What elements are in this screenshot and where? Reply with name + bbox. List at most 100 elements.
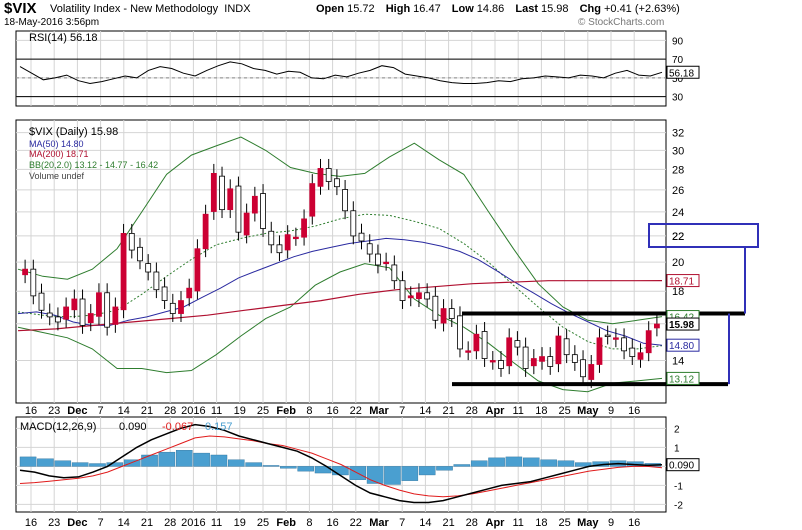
macd-histogram-bar (453, 464, 471, 467)
candle-body (563, 338, 570, 356)
candle-body (161, 286, 168, 301)
candle-body (137, 246, 143, 262)
candle-body (268, 230, 275, 246)
x-tick-label-macd: 14 (118, 517, 130, 529)
last-label: Last (515, 3, 538, 15)
macd-histogram-bar (418, 466, 436, 476)
macd-histogram-bar (158, 451, 176, 467)
price-axis-label: 14.80 (669, 341, 694, 352)
price-tick-label: 20 (672, 257, 684, 269)
x-tick-label-macd: Apr (486, 517, 506, 529)
candle-body (571, 354, 578, 363)
macd-histogram-bar (470, 460, 488, 467)
candle-body (243, 212, 250, 236)
macd-signal-line (19, 435, 663, 498)
candle-body (342, 189, 349, 212)
x-tick-label: 7 (399, 405, 405, 417)
x-tick-label-macd: 11 (512, 517, 523, 529)
price-axis-box (666, 274, 700, 288)
rsi-tick-label: 30 (672, 93, 684, 104)
x-tick-label-macd: 11 (211, 517, 222, 529)
exchange-code: INDX (224, 3, 251, 15)
macd-histogram-bar (228, 459, 245, 467)
macd-legend-hist: 0.157 (205, 421, 233, 433)
macd-legend-macd: 0.090 (119, 421, 147, 433)
price-tick-label: 24 (672, 207, 684, 219)
candle-body (153, 271, 160, 291)
candle-body (104, 292, 111, 328)
candle-body (87, 313, 94, 324)
x-tick-label-macd: 22 (350, 517, 362, 529)
candle-body (96, 292, 102, 317)
macd-histogram-bar (505, 456, 523, 467)
x-tick-label: 11 (211, 405, 222, 417)
macd-tick-label: 1 (674, 443, 680, 454)
rsi-tick-label: 70 (672, 55, 684, 66)
x-tick-label: 14 (118, 405, 130, 417)
high-value: 16.47 (413, 3, 441, 15)
x-tick-label-macd: 28 (466, 517, 478, 529)
x-tick-label: 9 (608, 405, 614, 417)
x-tick-label-macd: Mar (369, 517, 389, 529)
candle-body (251, 195, 258, 214)
x-tick-label-macd: 16 (326, 517, 338, 529)
x-tick-label-macd: 9 (608, 517, 614, 529)
candle-body (489, 360, 496, 363)
x-tick-label: 16 (628, 405, 640, 417)
candle-body (416, 292, 422, 300)
candle-body (169, 302, 176, 314)
security-name: Volatility Index - New Methodology (50, 3, 219, 15)
candle-body (432, 295, 439, 321)
ma50-line (17, 237, 663, 346)
candle-body (260, 193, 266, 229)
price-legend-symbol: $VIX (Daily) 15.98 (29, 126, 118, 138)
x-tick-label-macd: May (577, 517, 599, 529)
candle-body (79, 298, 86, 326)
price-axis-box (666, 338, 700, 352)
candle-body (194, 248, 201, 292)
candle-body (514, 340, 521, 348)
x-tick-label-macd: 16 (628, 517, 640, 529)
x-tick-label-macd: 25 (257, 517, 269, 529)
grid-layer (16, 31, 666, 512)
candle-body (358, 232, 365, 242)
candle-body (38, 292, 45, 311)
macd-legend-name: MACD(12,26,9) (20, 421, 96, 433)
x-tick-label-macd: 14 (419, 517, 431, 529)
candle-body (22, 268, 29, 276)
chg-value: +0.41 (+2.63%) (603, 3, 680, 15)
copyright-text: © StockCharts.com (578, 17, 665, 28)
candle-body (292, 236, 299, 240)
chart-datetime: 18-May-2016 3:56pm (4, 17, 100, 28)
rsi-tick-label: 90 (672, 36, 684, 47)
x-tick-label: 16 (25, 405, 37, 417)
candle-body (391, 264, 398, 282)
axis-label-layer: RSI(14) 56.18 $VIX (Daily) 15.98 MA(50) … (20, 32, 700, 529)
x-tick-label: Apr (486, 405, 506, 417)
rsi-last-label: 56.18 (669, 68, 694, 79)
target-box (648, 223, 759, 248)
x-tick-label: 16 (326, 405, 338, 417)
macd-histogram-bar (366, 466, 384, 484)
candle-body (202, 213, 209, 250)
rsi-line (19, 61, 663, 85)
quote-bar: Open 15.72 High 16.47 Low 14.86 Last 15.98 C… (316, 3, 680, 15)
x-tick-label-macd: Dec (67, 517, 87, 529)
candle-body (473, 333, 480, 352)
price-tick-label: 32 (672, 128, 684, 140)
x-tick-label: 21 (141, 405, 153, 417)
rsi-legend: RSI(14) 56.18 (29, 32, 97, 44)
macd-tick-label: -1 (674, 481, 683, 492)
x-tick-label: 23 (48, 405, 60, 417)
candle-body (604, 334, 611, 337)
price-tick-label: 18 (672, 286, 684, 298)
candle-body (498, 360, 504, 369)
x-tick-label-macd: 23 (48, 517, 60, 529)
x-tick-label-macd: 19 (234, 517, 246, 529)
last-value: 15.98 (540, 3, 569, 15)
chart-title: Volatility Index - New Methodology INDX (50, 3, 251, 15)
candle-body (120, 233, 127, 311)
price-legend-ma200: MA(200) 18.71 (29, 149, 89, 159)
